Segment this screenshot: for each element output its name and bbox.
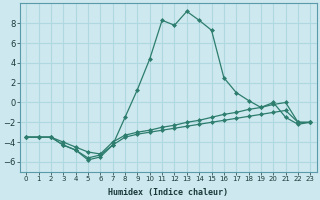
X-axis label: Humidex (Indice chaleur): Humidex (Indice chaleur)	[108, 188, 228, 197]
